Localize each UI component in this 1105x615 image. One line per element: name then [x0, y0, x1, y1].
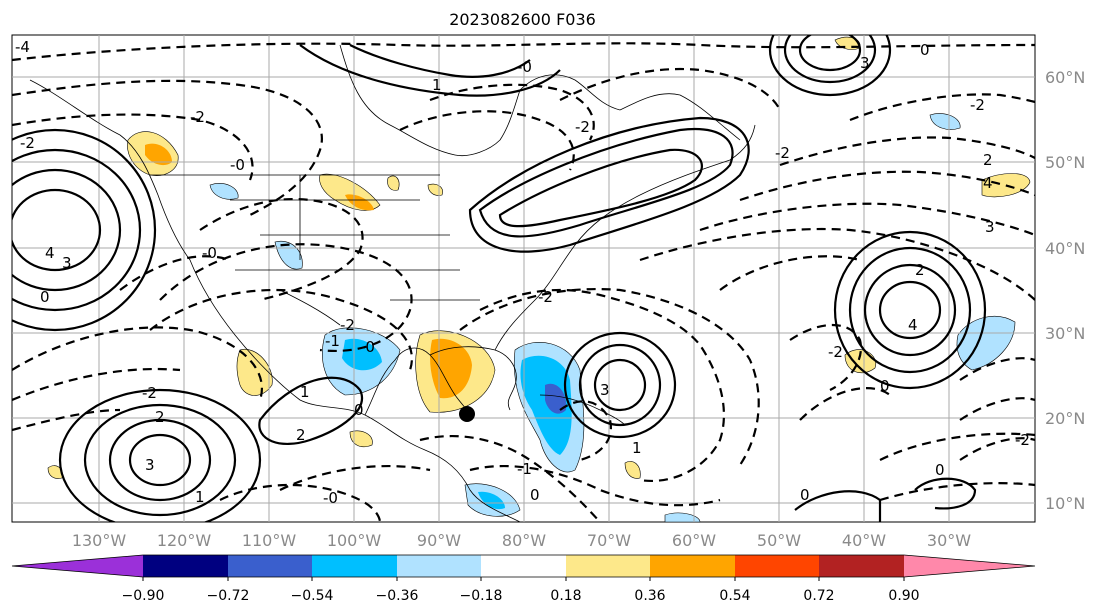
colorbar-segment [143, 555, 228, 577]
svg-text:-2: -2 [575, 118, 590, 136]
svg-text:50°N: 50°N [1045, 153, 1085, 172]
svg-text:120°W: 120°W [157, 531, 212, 550]
svg-text:-4: -4 [15, 38, 30, 56]
svg-text:80°W: 80°W [502, 531, 546, 550]
svg-text:3: 3 [860, 54, 870, 72]
colorbar-tick: 0.72 [803, 588, 834, 604]
svg-text:-2: -2 [1015, 431, 1030, 449]
contour-labels: -4 -2 -2 1 -0 3 0 -2 2 3 4 -2 -2 -0 4 3 … [15, 38, 1030, 507]
svg-text:60°N: 60°N [1045, 68, 1085, 87]
svg-text:20°N: 20°N [1045, 409, 1085, 428]
colorbar-tick: −0.54 [291, 588, 334, 604]
svg-text:-0: -0 [517, 58, 532, 76]
svg-text:-0: -0 [323, 489, 338, 507]
svg-text:2: 2 [915, 261, 925, 279]
svg-text:1: 1 [632, 439, 642, 457]
latitude-labels: 60°N 50°N 40°N 30°N 20°N 10°N [1045, 68, 1085, 513]
svg-text:-2: -2 [142, 384, 157, 402]
storm-center-marker [459, 406, 475, 422]
colorbar-tick: 0.36 [634, 588, 665, 604]
colorbar-tick: −0.18 [460, 588, 503, 604]
svg-text:10°N: 10°N [1045, 494, 1085, 513]
svg-text:-2: -2 [775, 144, 790, 162]
colorbar-segment [566, 555, 650, 577]
svg-text:0: 0 [880, 377, 890, 395]
longitude-labels: 130°W 120°W 110°W 100°W 90°W 80°W 70°W 6… [72, 531, 971, 550]
svg-text:-1: -1 [517, 460, 532, 478]
svg-text:100°W: 100°W [327, 531, 382, 550]
colorbar-segment [481, 555, 566, 577]
svg-text:110°W: 110°W [242, 531, 297, 550]
colorbar-tick: −0.72 [207, 588, 250, 604]
svg-text:-2: -2 [828, 343, 843, 361]
colorbar-tick: −0.36 [376, 588, 419, 604]
svg-text:-0: -0 [202, 244, 217, 262]
svg-text:50°W: 50°W [757, 531, 801, 550]
svg-text:4: 4 [983, 174, 993, 192]
svg-text:3: 3 [145, 456, 155, 474]
svg-text:70°W: 70°W [587, 531, 631, 550]
svg-text:40°N: 40°N [1045, 239, 1085, 258]
svg-text:3: 3 [62, 254, 72, 272]
colorbar-tick: 0.54 [719, 588, 750, 604]
svg-text:0: 0 [354, 401, 364, 419]
svg-text:0: 0 [935, 461, 945, 479]
negative-contours [12, 42, 1035, 522]
svg-text:-2: -2 [340, 316, 355, 334]
svg-text:1: 1 [432, 76, 442, 94]
map-title: 2023082600 F036 [449, 10, 596, 29]
svg-text:3: 3 [600, 381, 610, 399]
colorbar-tick-labels: −0.90 −0.72 −0.54 −0.36 −0.18 0.18 0.36 … [122, 588, 920, 604]
svg-text:-0: -0 [230, 156, 245, 174]
svg-text:40°W: 40°W [842, 531, 886, 550]
svg-text:0: 0 [800, 486, 810, 504]
svg-text:2: 2 [983, 151, 993, 169]
colorbar-segment [735, 555, 819, 577]
svg-text:30°N: 30°N [1045, 324, 1085, 343]
colorbar-tick: 0.90 [888, 588, 919, 604]
colorbar-segment [228, 555, 312, 577]
positive-contours [12, 35, 987, 522]
svg-text:30°W: 30°W [927, 531, 971, 550]
svg-text:130°W: 130°W [72, 531, 127, 550]
colorbar [11, 554, 1036, 581]
colorbar-tick: −0.90 [122, 588, 165, 604]
svg-text:4: 4 [45, 244, 55, 262]
graticule [12, 35, 1035, 522]
svg-text:-2: -2 [538, 288, 553, 306]
svg-text:1: 1 [300, 383, 310, 401]
svg-text:0: 0 [920, 41, 930, 59]
svg-text:0: 0 [530, 486, 540, 504]
colorbar-extend-low [12, 555, 143, 577]
svg-text:1: 1 [195, 488, 205, 506]
svg-text:2: 2 [155, 408, 165, 426]
colorbar-tick: 0.18 [550, 588, 581, 604]
colorbar-segment [312, 555, 397, 577]
svg-text:4: 4 [908, 316, 918, 334]
svg-text:-0: -0 [360, 338, 375, 356]
svg-text:0: 0 [40, 288, 50, 306]
colorbar-extend-high [904, 555, 1035, 577]
svg-text:-2: -2 [190, 108, 205, 126]
colorbar-segment [650, 555, 735, 577]
svg-text:-2: -2 [970, 96, 985, 114]
svg-text:-2: -2 [20, 134, 35, 152]
svg-text:2: 2 [296, 426, 306, 444]
colorbar-segment [819, 555, 904, 577]
svg-text:-1: -1 [325, 332, 340, 350]
shaded-anomalies [47, 36, 1031, 522]
svg-text:90°W: 90°W [417, 531, 461, 550]
svg-text:3: 3 [985, 218, 995, 236]
colorbar-segment [397, 555, 481, 577]
svg-text:60°W: 60°W [672, 531, 716, 550]
